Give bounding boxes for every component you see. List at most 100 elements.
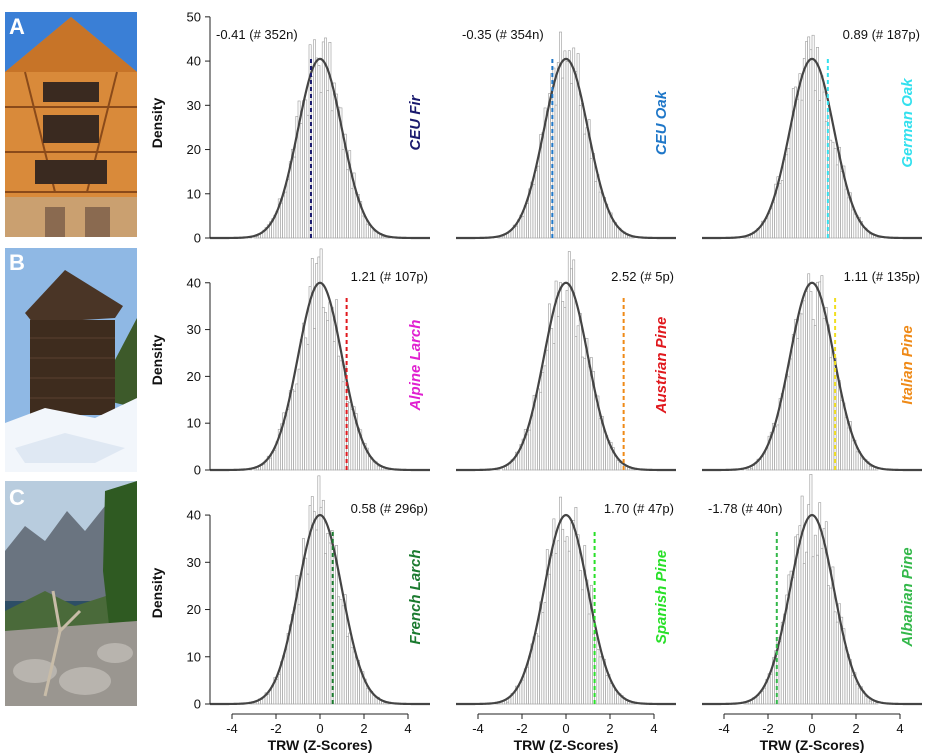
histogram-bar (783, 613, 786, 705)
hut-illustration (5, 248, 137, 472)
normal-fit-curve (210, 57, 430, 240)
normal-fit-curve (456, 513, 676, 706)
histogram-bar (315, 57, 319, 239)
panel-label-a: A (9, 14, 25, 39)
histogram-bar (302, 322, 305, 471)
histogram-bar (796, 534, 800, 705)
histogram-bar (594, 394, 598, 471)
histogram-bar (800, 313, 804, 471)
histogram-bar (526, 666, 529, 705)
y-axis-label: Density (149, 98, 165, 149)
histogram-bar (277, 673, 281, 705)
histogram-bar (348, 632, 352, 705)
histogram-bar (824, 307, 828, 471)
histogram-panel-6: 1.11 (# 135p) Italian Pine (702, 269, 922, 472)
histogram-bar (831, 350, 835, 471)
y-tick-label: 30 (187, 322, 201, 337)
histogram-bar (317, 65, 321, 239)
histogram-bar (785, 373, 789, 471)
histogram-bar (581, 356, 584, 471)
x-axis-label: TRW (Z-Scores) (268, 737, 373, 753)
histogram-panel-3: 0.89 (# 187p) German Oak (702, 27, 922, 240)
histogram-bar (532, 636, 536, 705)
histogram-bar (299, 573, 303, 705)
histogram-bar (565, 536, 569, 705)
histogram-bar (818, 281, 822, 471)
histogram-bar (787, 148, 791, 239)
histogram-bar (528, 429, 532, 471)
annotation-label: -0.41 (# 352n) (216, 27, 298, 42)
normal-fit-curve (456, 281, 676, 472)
species-label: Spanish Pine (653, 550, 670, 644)
y-tick-label: 0 (194, 463, 201, 478)
histogram-bar (758, 459, 762, 471)
histogram-bar (348, 402, 352, 471)
histogram-bar (297, 368, 301, 471)
histogram-bar (811, 319, 815, 471)
histogram-bar (829, 357, 833, 471)
histogram-bar (350, 187, 354, 239)
x-tick-label: -4 (226, 721, 238, 736)
normal-fit-curve (210, 513, 430, 706)
histogram-bar (563, 540, 567, 705)
histogram-bar (519, 681, 523, 705)
histogram-bar (589, 158, 593, 239)
histogram-bar (576, 534, 580, 705)
histogram-bar (840, 399, 844, 471)
histogram-bar (541, 372, 545, 471)
histogram-bar (776, 424, 780, 471)
annotation-label: 0.89 (# 187p) (843, 27, 920, 42)
histogram-bar (306, 573, 310, 705)
histogram-bar (565, 289, 569, 471)
histogram-bar (578, 105, 582, 239)
histogram-bar (346, 169, 349, 239)
histogram-bar (844, 188, 848, 239)
histogram-bar (800, 99, 804, 239)
histogram-bar (337, 355, 341, 471)
species-label: German Oak (899, 78, 916, 168)
histogram-bar (846, 427, 850, 471)
x-tick-label: 4 (650, 721, 657, 736)
histogram-bar (559, 282, 562, 471)
histogram-bar (585, 579, 589, 705)
histogram-bar (293, 606, 297, 705)
histogram-bar (822, 528, 826, 705)
histogram-bar (354, 192, 358, 239)
histogram-bar (796, 338, 800, 471)
histogram-bar (372, 230, 376, 239)
x-tick-label: -2 (270, 721, 282, 736)
y-tick-label: 40 (187, 54, 201, 69)
histogram-bar (774, 426, 778, 471)
histogram-bar (332, 341, 336, 471)
histogram-bar (341, 149, 345, 239)
histogram-bar (594, 181, 598, 239)
histogram-bar (838, 380, 841, 471)
histogram-bar (541, 132, 545, 239)
histogram-bar (365, 223, 369, 239)
histogram-bar (339, 360, 343, 471)
histogram-bar (587, 613, 591, 705)
histogram-bar (827, 585, 830, 705)
histogram-bar (813, 534, 817, 705)
histogram-bar (328, 542, 332, 705)
histogram-bar (805, 291, 808, 471)
histogram-bar (585, 127, 589, 239)
histogram-bar (868, 233, 872, 239)
histogram-bar (868, 466, 872, 471)
histogram-bar (805, 551, 808, 705)
histogram-bar (275, 679, 279, 705)
histogram-bar (293, 156, 297, 239)
histogram-bar (778, 183, 782, 239)
histogram-bar (554, 280, 558, 471)
histogram-bar (282, 655, 286, 705)
histogram-bar (783, 386, 786, 471)
histogram-bar (807, 273, 811, 471)
histogram-bar (587, 366, 591, 471)
histogram-bar (763, 453, 767, 471)
histogram-bar (789, 125, 793, 239)
annotation-label: 0.58 (# 296p) (351, 501, 428, 516)
histogram-bar (368, 691, 371, 705)
house-illustration (5, 12, 137, 237)
histogram-bar (506, 701, 510, 705)
histogram-bar (321, 307, 325, 471)
